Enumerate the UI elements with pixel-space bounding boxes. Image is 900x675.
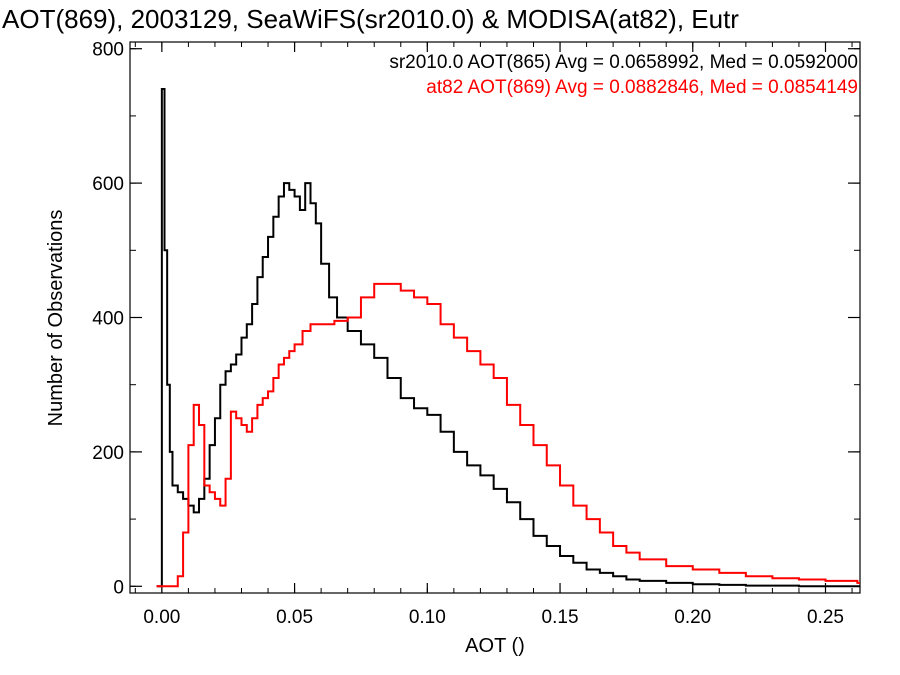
x-axis-label: AOT () (465, 635, 525, 657)
plot-frame (129, 41, 861, 594)
legend-entry-2: at82 AOT(869) Avg = 0.0882846, Med = 0.0… (426, 77, 858, 98)
x-tick-label: 0.15 (542, 607, 579, 628)
histogram-series-2 (156, 282, 860, 588)
x-tick-label: 0.20 (674, 607, 711, 628)
chart-title: AOT(869), 2003129, SeaWiFS(sr2010.0) & M… (2, 4, 739, 34)
legend-entry-1: sr2010.0 AOT(865) Avg = 0.0658992, Med =… (389, 52, 858, 73)
histogram-series-1 (156, 88, 860, 588)
y-tick-label: 800 (92, 40, 124, 61)
x-tick-label: 0.10 (409, 607, 446, 628)
y-axis-label: Number of Observations (45, 210, 67, 427)
x-tick-label: 0.05 (276, 607, 313, 628)
y-tick-label: 400 (92, 309, 124, 330)
series-layer (156, 88, 860, 588)
x-tick-label: 0.25 (807, 607, 844, 628)
legend: sr2010.0 AOT(865) Avg = 0.0658992, Med =… (389, 52, 858, 98)
x-tick-label: 0.00 (143, 607, 180, 628)
y-tick-label: 200 (92, 443, 124, 464)
y-tick-label: 600 (92, 174, 124, 195)
plot-box (129, 41, 861, 594)
y-axis-ticks: 0 200 400 600 800 (92, 40, 860, 598)
y-tick-label: 0 (113, 577, 124, 598)
x-axis-ticks: 0.00 0.05 0.10 0.15 0.20 0.25 (134, 42, 853, 628)
